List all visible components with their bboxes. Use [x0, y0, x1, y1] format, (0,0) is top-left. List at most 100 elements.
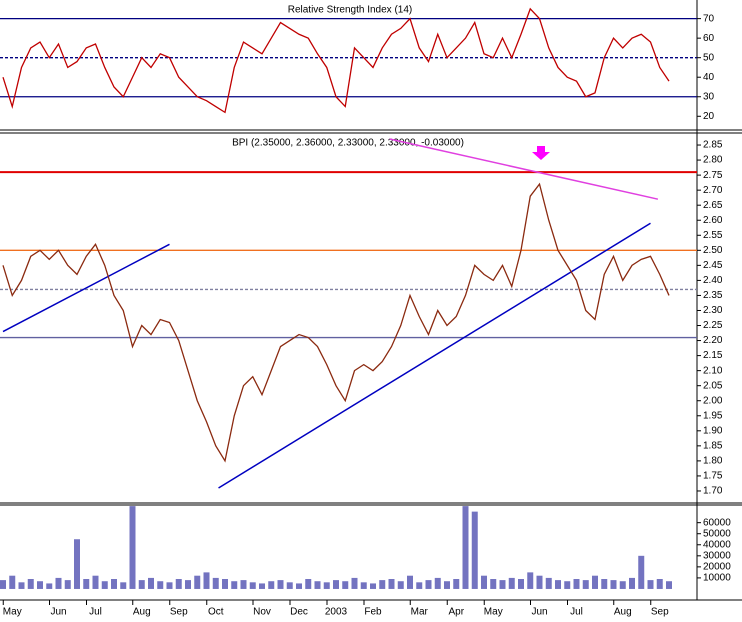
x-tick-label: Aug	[614, 607, 632, 618]
volume-bar	[564, 581, 571, 589]
trendline	[389, 138, 659, 200]
volume-bar	[27, 579, 34, 589]
volume-bar	[18, 582, 25, 589]
y-tick-label: 2.15	[703, 350, 723, 361]
x-tick-label: Jul	[570, 607, 583, 618]
volume-bar	[175, 579, 182, 589]
y-tick-label: 2.00	[703, 395, 723, 406]
volume-bar	[37, 581, 43, 589]
y-tick-label: 1.75	[703, 471, 723, 482]
y-tick-label: 2.10	[703, 365, 723, 376]
y-tick-label: 2.65	[703, 200, 723, 211]
series-line	[2, 7, 670, 114]
y-tick-label: 70	[703, 13, 715, 24]
x-tick-label: Aug	[133, 607, 151, 618]
x-tick-label: Apr	[448, 607, 464, 618]
y-tick-label: 2.55	[703, 230, 723, 241]
volume-bar	[370, 583, 376, 589]
y-tick-label: 2.75	[703, 170, 723, 181]
volume-bar	[268, 581, 275, 589]
volume-bar	[453, 579, 460, 589]
y-tick-label: 10000	[703, 573, 731, 584]
volume-bar	[407, 575, 413, 589]
series-line	[2, 182, 670, 463]
volume-bar	[573, 579, 580, 589]
volume-bar	[277, 580, 284, 589]
y-tick-label: 2.30	[703, 305, 723, 316]
x-tick-label: May	[3, 607, 22, 618]
rsi-title: Relative Strength Index (14)	[288, 5, 413, 16]
volume-bar	[286, 582, 293, 589]
y-tick-label: 2.35	[703, 290, 723, 301]
price-title: BPI (2.35000, 2.36000, 2.33000, 2.33000,…	[232, 138, 464, 149]
volume-bar	[101, 581, 108, 589]
y-tick-label: 50	[703, 52, 715, 63]
volume-bar	[74, 539, 80, 589]
y-tick-label: 40000	[703, 539, 731, 550]
volume-bar	[296, 583, 302, 589]
x-tick-label: Jul	[89, 607, 102, 618]
x-tick-label: Feb	[364, 607, 382, 618]
arrow	[532, 146, 550, 160]
volume-bar	[425, 580, 432, 589]
volume-bar	[666, 581, 672, 589]
volume-bar	[231, 581, 238, 589]
y-tick-label: 1.85	[703, 440, 723, 451]
volume-bar	[656, 579, 663, 589]
volume-bar	[138, 580, 145, 589]
y-tick-label: 40	[703, 72, 715, 83]
volume-bar	[490, 579, 497, 589]
y-tick-label: 2.50	[703, 245, 723, 256]
y-tick-label: 1.90	[703, 425, 723, 436]
x-tick-label: Mar	[411, 607, 429, 618]
volume-bar	[249, 582, 256, 589]
y-tick-label: 2.40	[703, 275, 723, 286]
volume-bar	[610, 580, 617, 589]
y-tick-label: 2.80	[703, 155, 723, 166]
y-tick-label: 2.85	[703, 140, 723, 151]
volume-bar	[314, 581, 321, 589]
volume-bar	[203, 572, 210, 589]
y-tick-label: 2.45	[703, 260, 723, 271]
volume-bar	[647, 580, 654, 589]
volume-bar	[166, 582, 173, 589]
volume-bar	[333, 580, 339, 589]
volume-bar	[222, 579, 228, 589]
y-tick-label: 1.95	[703, 410, 723, 421]
x-tick-label: Jun	[531, 607, 547, 618]
y-tick-label: 1.80	[703, 456, 723, 467]
x-tick-label: Sep	[170, 607, 188, 618]
volume-bar	[111, 579, 117, 589]
volume-bar	[120, 582, 127, 589]
volume-bar	[527, 572, 534, 589]
volume-bar	[157, 581, 164, 589]
volume-bar	[185, 580, 191, 589]
volume-bar	[582, 580, 589, 589]
y-tick-label: 30000	[703, 550, 731, 561]
trendline	[218, 222, 651, 489]
volume-bar	[0, 580, 6, 589]
volume-bar	[259, 583, 265, 589]
y-tick-label: 1.70	[703, 486, 723, 497]
y-tick-label: 20000	[703, 562, 731, 573]
y-tick-label: 60000	[703, 517, 731, 528]
volume-bar	[212, 577, 219, 589]
volume-bar	[629, 577, 635, 589]
volume-bar	[536, 575, 543, 589]
volume-bar	[92, 575, 99, 589]
y-tick-label: 2.20	[703, 335, 723, 346]
volume-bar	[545, 577, 552, 589]
volume-bar	[379, 580, 386, 589]
volume-bar	[619, 581, 626, 589]
volume-bar	[148, 577, 154, 589]
volume-bar	[499, 580, 506, 589]
volume-bar	[434, 577, 441, 589]
volume-bar	[416, 582, 423, 589]
volume-bar	[388, 579, 395, 589]
volume-bar	[360, 582, 367, 589]
x-tick-label: Nov	[253, 607, 271, 618]
volume-bar	[481, 575, 487, 589]
x-tick-label: 2003	[325, 607, 348, 618]
